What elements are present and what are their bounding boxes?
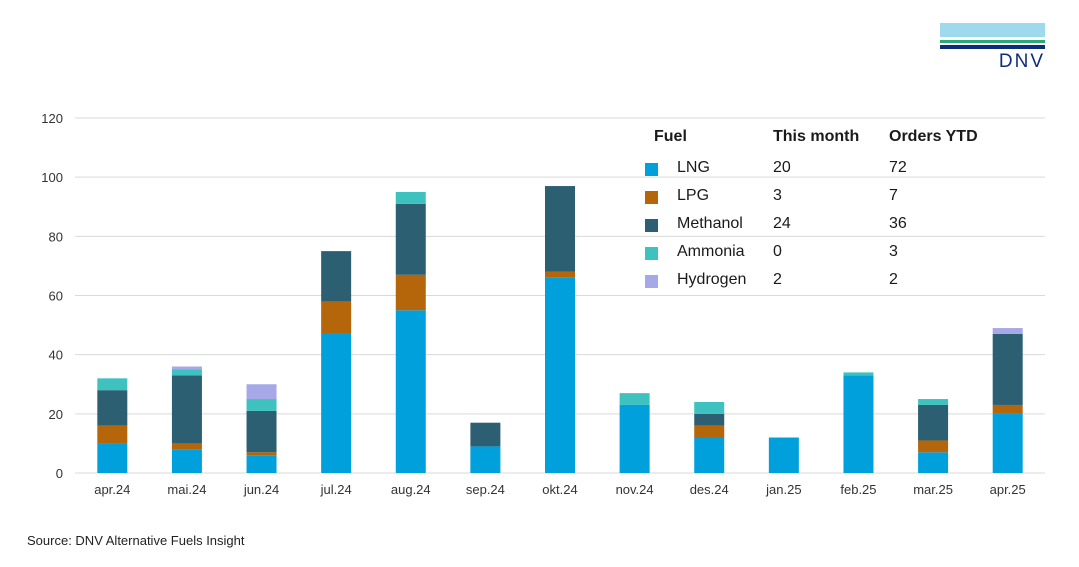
bar-ammonia-mai-24 xyxy=(171,369,202,376)
bar-lng-nov-24 xyxy=(619,404,650,473)
legend-ytd-methanol: 36 xyxy=(889,215,907,232)
bar-lpg-jun-24 xyxy=(246,452,277,456)
bar-hydrogen-apr-25 xyxy=(992,328,1023,334)
bars-layer xyxy=(97,186,1023,473)
x-tick-label-aug-24: aug.24 xyxy=(391,482,431,497)
y-tick-label-20: 20 xyxy=(49,407,63,422)
x-tick-label-mar-25: mar.25 xyxy=(913,482,953,497)
legend-month-ammonia: 0 xyxy=(773,243,782,260)
y-tick-label-60: 60 xyxy=(49,289,63,304)
legend-label-hydrogen: Hydrogen xyxy=(677,271,747,288)
legend-header-orders-ytd: Orders YTD xyxy=(889,128,978,145)
legend-ytd-lng: 72 xyxy=(889,159,907,176)
bar-lng-jun-24 xyxy=(246,455,277,473)
bar-lng-jan-25 xyxy=(768,437,799,473)
bar-ammonia-nov-24 xyxy=(619,393,650,405)
y-tick-label-40: 40 xyxy=(49,348,63,363)
dnv-logo: DNV xyxy=(940,23,1045,73)
bar-methanol-aug-24 xyxy=(395,203,426,275)
bar-ammonia-jun-24 xyxy=(246,399,277,411)
legend-label-lpg: LPG xyxy=(677,187,710,204)
bar-ammonia-mar-25 xyxy=(918,399,949,405)
bar-lng-des-24 xyxy=(694,437,725,473)
bar-lng-okt-24 xyxy=(545,277,575,473)
bar-methanol-jul-24 xyxy=(321,251,352,302)
y-tick-label-80: 80 xyxy=(49,229,63,244)
legend-month-lpg: 3 xyxy=(773,187,782,204)
logo-bar-green xyxy=(940,40,1045,43)
bar-ammonia-feb-25 xyxy=(843,372,874,376)
logo-bar-light xyxy=(940,23,1045,37)
bar-lpg-des-24 xyxy=(694,425,725,438)
bar-lng-jul-24 xyxy=(321,333,352,473)
legend-swatch-ammonia xyxy=(645,247,658,260)
bar-lng-mar-25 xyxy=(918,452,949,473)
logo-bar-navy xyxy=(940,45,1045,49)
x-tick-label-feb-25: feb.25 xyxy=(840,482,876,497)
legend-label-ammonia: Ammonia xyxy=(677,243,745,260)
bar-methanol-okt-24 xyxy=(545,186,575,272)
legend-label-methanol: Methanol xyxy=(677,215,743,232)
bar-methanol-jun-24 xyxy=(246,410,277,453)
legend-month-methanol: 24 xyxy=(773,215,791,232)
x-tick-label-okt-24: okt.24 xyxy=(542,482,577,497)
bar-lpg-jul-24 xyxy=(321,301,352,334)
source-note: Source: DNV Alternative Fuels Insight xyxy=(27,533,245,548)
y-tick-label-100: 100 xyxy=(41,170,63,185)
bar-lng-aug-24 xyxy=(395,310,426,473)
x-tick-label-sep-24: sep.24 xyxy=(466,482,505,497)
bar-lpg-aug-24 xyxy=(395,274,426,311)
legend-swatch-methanol xyxy=(645,219,658,232)
legend-month-hydrogen: 2 xyxy=(773,271,782,288)
bar-methanol-des-24 xyxy=(694,413,725,426)
bar-hydrogen-mai-24 xyxy=(171,366,202,370)
legend-header-this-month: This month xyxy=(773,128,860,145)
y-tick-label-0: 0 xyxy=(56,466,63,481)
legend-header-fuel: Fuel xyxy=(654,128,687,145)
bar-lpg-apr-24 xyxy=(97,425,128,444)
bar-lpg-apr-25 xyxy=(992,404,1023,414)
x-tick-label-jun-24: jun.24 xyxy=(243,482,279,497)
legend-ytd-ammonia: 3 xyxy=(889,243,898,260)
x-tick-label-des-24: des.24 xyxy=(690,482,729,497)
x-tick-label-mai-24: mai.24 xyxy=(167,482,206,497)
legend-ytd-lpg: 7 xyxy=(889,187,898,204)
bar-methanol-apr-25 xyxy=(992,333,1023,405)
bar-lng-mai-24 xyxy=(171,449,202,473)
x-tick-label-apr-25: apr.25 xyxy=(990,482,1026,497)
x-tick-label-apr-24: apr.24 xyxy=(94,482,130,497)
legend-label-lng: LNG xyxy=(677,159,710,176)
bar-lng-apr-25 xyxy=(992,413,1023,473)
bar-methanol-mar-25 xyxy=(918,404,949,441)
legend-swatch-lpg xyxy=(645,191,658,204)
bar-lpg-okt-24 xyxy=(545,271,575,278)
x-tick-label-nov-24: nov.24 xyxy=(616,482,654,497)
bar-ammonia-aug-24 xyxy=(395,191,426,204)
legend-swatch-lng xyxy=(645,163,658,176)
x-tick-label-jul-24: jul.24 xyxy=(320,482,352,497)
x-tick-label-jan-25: jan.25 xyxy=(765,482,801,497)
bar-ammonia-des-24 xyxy=(694,402,725,414)
logo-text: DNV xyxy=(998,51,1045,72)
bar-methanol-sep-24 xyxy=(470,422,501,447)
bar-ammonia-apr-24 xyxy=(97,378,128,391)
y-tick-label-120: 120 xyxy=(41,111,63,126)
bar-lng-sep-24 xyxy=(470,446,501,473)
legend-ytd-hydrogen: 2 xyxy=(889,271,898,288)
bar-lng-apr-24 xyxy=(97,443,128,473)
legend-swatch-hydrogen xyxy=(645,275,658,288)
bar-lpg-mai-24 xyxy=(171,443,202,450)
legend-month-lng: 20 xyxy=(773,159,791,176)
bar-methanol-mai-24 xyxy=(171,375,202,444)
bar-methanol-apr-24 xyxy=(97,390,128,426)
bar-hydrogen-jun-24 xyxy=(246,384,277,400)
bar-lpg-mar-25 xyxy=(918,440,949,453)
bar-lng-feb-25 xyxy=(843,375,874,473)
